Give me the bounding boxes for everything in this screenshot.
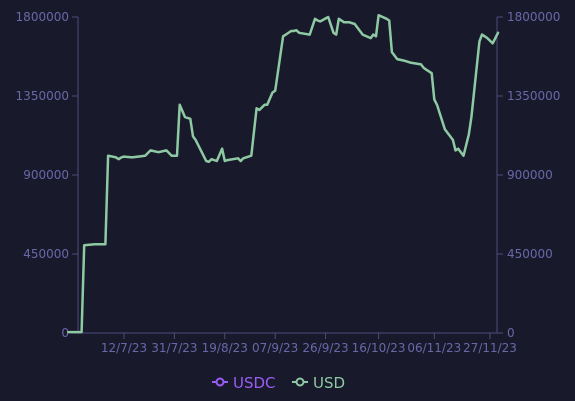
legend-label-usdc: USDC xyxy=(233,374,276,392)
left-y-tick-label: 900000 xyxy=(23,168,69,182)
legend: USDC USD xyxy=(212,374,345,392)
x-tick-label: 07/9/23 xyxy=(252,341,298,355)
legend-label-usd: USD xyxy=(313,374,345,392)
left-y-tick-label: 1350000 xyxy=(16,89,69,103)
x-tick-label: 06/11/23 xyxy=(407,341,461,355)
legend-item-usdc[interactable]: USDC xyxy=(212,374,276,392)
right-y-axis-ticks: 0 450000 900000 1350000 1800000 xyxy=(497,10,560,340)
left-y-tick-label: 1800000 xyxy=(16,10,69,24)
axes xyxy=(77,17,498,334)
x-axis-ticks: 12/7/23 31/7/23 19/8/23 07/9/23 26/9/23 16/10… xyxy=(101,333,517,355)
right-y-tick-label: 1350000 xyxy=(507,89,560,103)
series-line-usd xyxy=(67,13,500,334)
x-tick-label: 12/7/23 xyxy=(101,341,147,355)
left-y-axis-ticks: 0 450000 900000 1350000 1800000 xyxy=(16,10,78,340)
x-tick-label: 26/9/23 xyxy=(302,341,348,355)
right-y-tick-label: 900000 xyxy=(507,168,553,182)
x-tick-label: 19/8/23 xyxy=(202,341,248,355)
left-y-tick-label: 450000 xyxy=(23,247,69,261)
x-tick-label: 27/11/23 xyxy=(463,341,517,355)
usdc-legend-marker-icon xyxy=(215,377,225,387)
right-y-tick-label: 0 xyxy=(507,326,515,340)
left-y-tick-label: 0 xyxy=(61,326,69,340)
usd-legend-marker-icon xyxy=(295,377,305,387)
right-y-tick-label: 1800000 xyxy=(507,10,560,24)
x-tick-label: 16/10/23 xyxy=(352,341,406,355)
right-y-tick-label: 450000 xyxy=(507,247,553,261)
legend-item-usd[interactable]: USD xyxy=(292,374,345,392)
x-tick-label: 31/7/23 xyxy=(151,341,197,355)
series-group xyxy=(67,13,500,334)
